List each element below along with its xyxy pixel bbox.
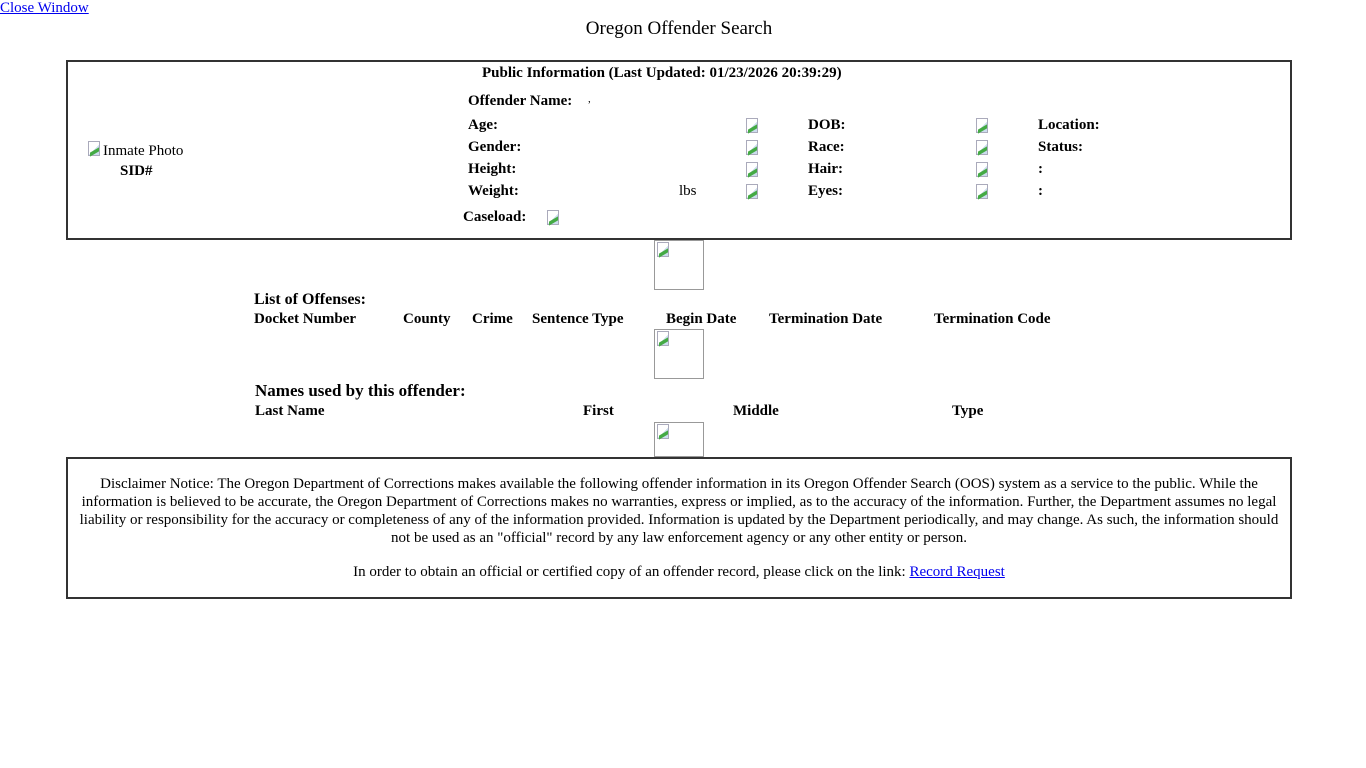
- age-label: Age:: [468, 117, 498, 133]
- names-col-middle: Middle: [733, 403, 779, 419]
- offenses-col-crime: Crime: [472, 311, 513, 327]
- close-window-link[interactable]: Close Window: [0, 0, 89, 16]
- page-title: Oregon Offender Search: [585, 18, 773, 39]
- inmate-photo-alt: Inmate Photo: [103, 143, 184, 159]
- offender-name-label: Offender Name:: [468, 93, 573, 109]
- broken-image-icon: [656, 424, 672, 440]
- disclaimer-text: Disclaimer Notice: The Oregon Department…: [79, 476, 1279, 546]
- offenses-col-termination-code: Termination Code: [934, 311, 1051, 327]
- caseload-label: Caseload:: [463, 209, 527, 225]
- extra-label-2: :: [1038, 183, 1043, 199]
- record-request-prefix: In order to obtain an official or certif…: [353, 564, 906, 580]
- broken-image-icon: [546, 210, 562, 226]
- inmate-photo: Inmate Photo: [87, 141, 183, 160]
- broken-image-icon: [975, 118, 991, 134]
- eyes-label: Eyes:: [808, 183, 843, 199]
- separator-image: [654, 422, 704, 457]
- names-col-first: First: [583, 403, 614, 419]
- public-info-panel: [66, 60, 1292, 240]
- broken-image-icon: [975, 184, 991, 200]
- offenses-col-county: County: [403, 311, 451, 327]
- broken-image-icon: [87, 141, 103, 157]
- race-label: Race:: [808, 139, 845, 155]
- broken-image-icon: [656, 242, 672, 258]
- offender-name-value: ,: [588, 93, 591, 105]
- status-label: Status:: [1038, 139, 1084, 155]
- record-request-line: In order to obtain an official or certif…: [70, 563, 1288, 581]
- broken-image-icon: [745, 140, 761, 156]
- disclaimer-panel: [66, 457, 1292, 599]
- public-info-header: Public Information (Last Updated: 01/23/…: [482, 65, 842, 81]
- names-col-type: Type: [952, 403, 984, 419]
- extra-label-1: :: [1038, 161, 1043, 177]
- dob-label: DOB:: [808, 117, 846, 133]
- record-request-link[interactable]: Record Request: [909, 564, 1005, 580]
- names-col-last: Last Name: [255, 403, 325, 419]
- broken-image-icon: [745, 184, 761, 200]
- offenses-col-begin-date: Begin Date: [666, 311, 737, 327]
- broken-image-icon: [656, 331, 672, 347]
- broken-image-icon: [745, 162, 761, 178]
- hair-label: Hair:: [808, 161, 843, 177]
- separator-image: [654, 329, 704, 379]
- height-label: Height:: [468, 161, 517, 177]
- gender-label: Gender:: [468, 139, 522, 155]
- offenses-col-docket: Docket Number: [254, 311, 357, 327]
- sid-label: SID#: [120, 163, 153, 179]
- weight-unit: lbs: [679, 183, 697, 199]
- offenses-col-sentence-type: Sentence Type: [532, 311, 624, 327]
- broken-image-icon: [975, 140, 991, 156]
- separator-image: [654, 240, 704, 290]
- offenses-title: List of Offenses:: [254, 291, 366, 308]
- names-title: Names used by this offender:: [255, 381, 466, 400]
- location-label: Location:: [1038, 117, 1100, 133]
- weight-label: Weight:: [468, 183, 519, 199]
- broken-image-icon: [975, 162, 991, 178]
- offenses-col-termination-date: Termination Date: [769, 311, 883, 327]
- broken-image-icon: [745, 118, 761, 134]
